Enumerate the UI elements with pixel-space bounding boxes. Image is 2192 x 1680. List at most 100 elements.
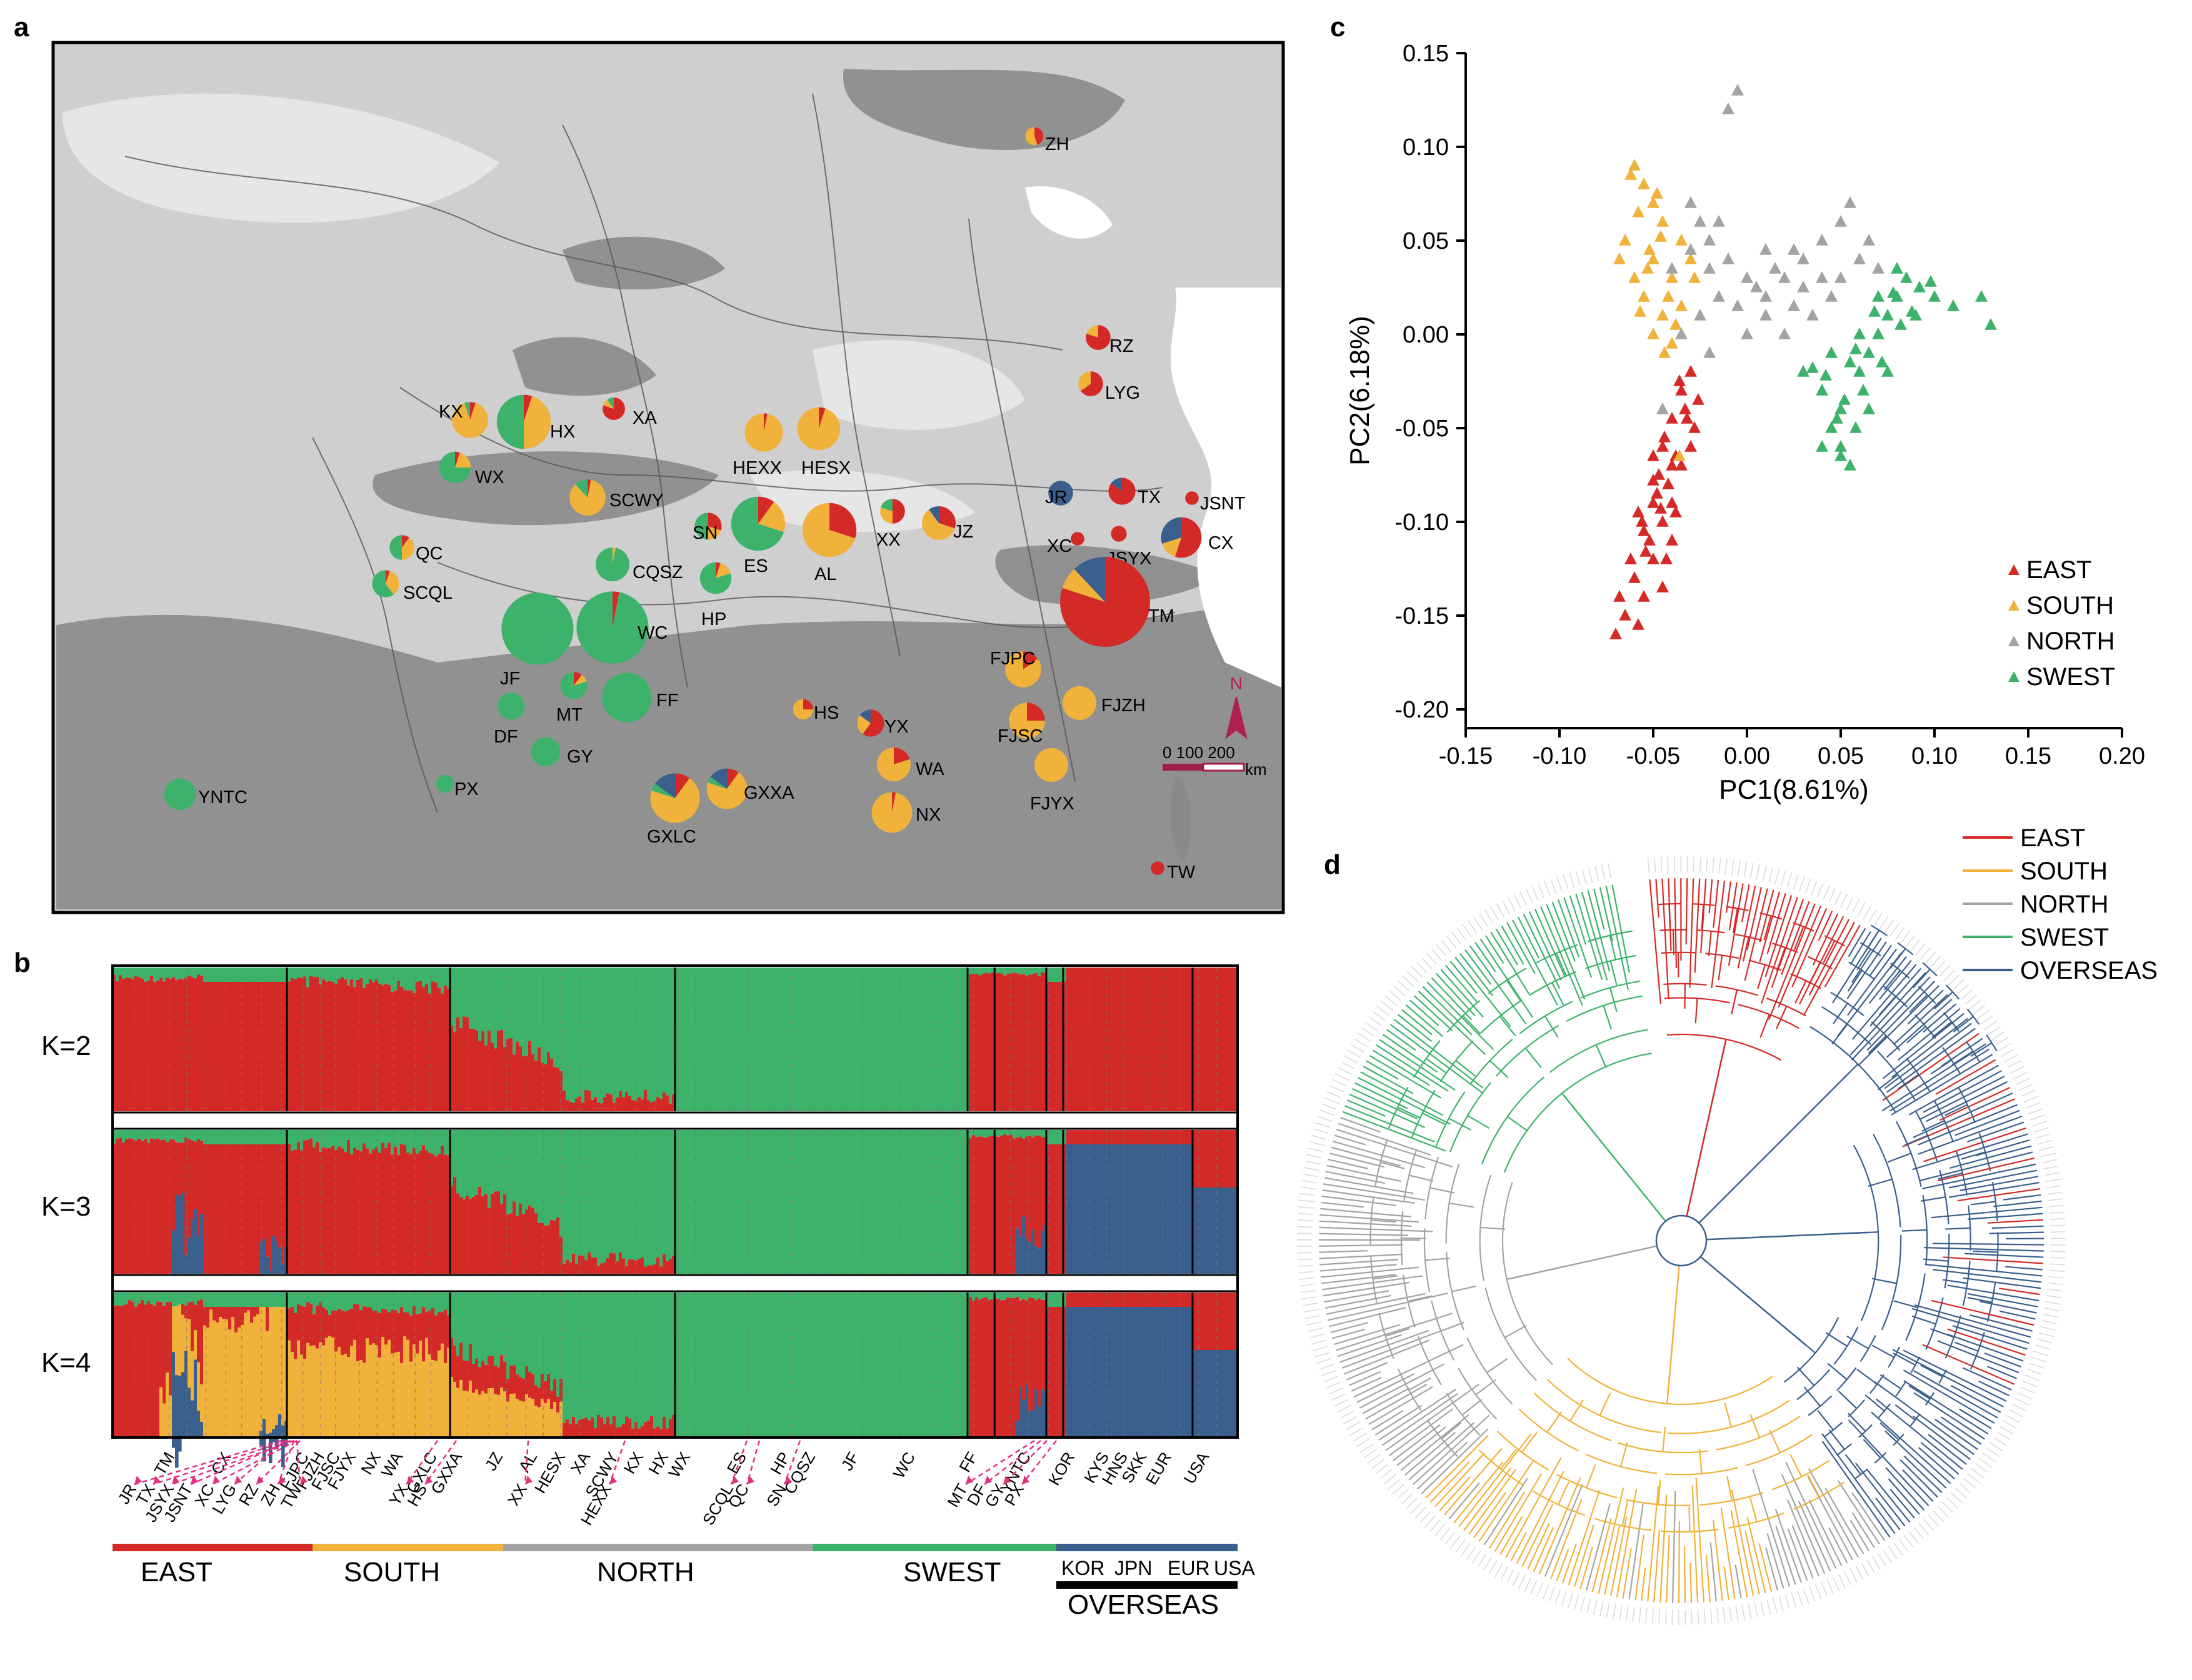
structure-bar-segment [650,1130,654,1266]
structure-bar-segment [294,1359,298,1436]
structure-bar-segment [494,1191,498,1274]
structure-bar-segment [1103,1144,1107,1274]
tree-leaf-branch [1849,1519,1870,1551]
structure-bar-segment [681,968,685,1111]
structure-bar-segment [506,1039,510,1111]
structure-bar-segment [159,1301,163,1388]
structure-bar-segment [263,1307,266,1419]
pca-point [1853,365,1866,377]
tree-legend-label: EAST [2020,824,2085,852]
structure-bar-segment [344,1292,348,1312]
structure-bar-segment [316,1142,319,1274]
pointer-arrowhead [784,1476,792,1484]
structure-pop-label: FF [955,1449,981,1476]
tree-tip-label [1434,1523,1446,1536]
structure-bar-segment [191,1130,194,1141]
structure-bar-segment [378,1292,382,1313]
tree-leaf-branch [1557,899,1580,958]
structure-bar-segment [816,968,819,1111]
tree-tip-label [2003,1420,2017,1429]
structure-bar-segment [459,1028,463,1111]
pointer-arrow [296,1440,301,1485]
structure-bar-segment [141,1299,144,1436]
pca-point [1669,318,1682,330]
tree-internal-branch [1893,1352,1916,1366]
structure-bar-segment [516,1041,519,1111]
map-pie-wa: WA [877,748,944,781]
tree-tip-label [1526,889,1533,904]
tree-internal-branch [1428,1349,1452,1362]
tree-tip-label [1606,1602,1610,1618]
structure-bar-segment [281,1292,285,1307]
structure-bar-segment [494,1292,498,1366]
tree-internal-branch [1708,931,1712,956]
structure-bar-segment [1022,968,1026,974]
structure-bar-segment [1028,968,1032,975]
structure-bar-segment [113,1144,116,1274]
structure-bar-segment [969,1138,973,1274]
tree-internal-arc [1888,1346,1901,1368]
structure-bar-segment [969,974,973,1111]
structure-bar-segment [850,1130,854,1274]
structure-bar-segment [1075,1130,1079,1144]
structure-bar-segment [456,968,460,1018]
map-site-label: JR [1045,488,1067,508]
structure-bar-segment [197,1130,201,1139]
structure-bar-segment [972,1301,976,1436]
tree-internal-arc [1854,1469,1868,1480]
structure-bar-segment [1053,1292,1057,1307]
tree-tip-label [1340,1410,1354,1419]
structure-bar-segment [1019,974,1023,1111]
structure-bar-segment [900,968,904,1111]
structure-bar-segment [541,1062,544,1111]
structure-bar-segment [678,1292,682,1436]
structure-bar-segment [425,1292,429,1312]
tree-tip-label [1773,1598,1778,1613]
pie-slice [857,715,871,734]
structure-bar-segment [934,968,938,1111]
tree-internal-branch [1521,1431,1538,1453]
tree-tip-label [1548,1587,1555,1602]
structure-bar-segment [909,1130,913,1274]
structure-bar-segment [294,968,298,980]
tree-tip-label [1804,878,1811,894]
tree-leaf-branch [1397,1014,1433,1042]
structure-bar-segment [659,1292,663,1429]
map-site-label: TW [1167,862,1196,882]
structure-bar-segment [638,1292,641,1429]
structure-bar-segment [1222,1130,1226,1188]
structure-bar-segment [194,1330,198,1360]
structure-bar-segment [544,1381,548,1404]
structure-bar-segment [866,968,869,1111]
tree-leaf-branch [1340,1117,1381,1133]
tree-internal-branch [1763,916,1772,941]
structure-bar-segment [422,968,426,988]
structure-bar-segment [300,1292,304,1306]
structure-bar-segment [800,1292,804,1436]
structure-bar-segment [606,1093,610,1111]
tree-leaf-branch [1778,906,1822,1008]
structure-bar-segment [519,968,523,1047]
structure-bar-segment [1200,1350,1204,1436]
structure-bar-segment [1106,1144,1110,1274]
structure-bar-segment [700,1130,704,1274]
map-pie-df: DF [494,692,525,747]
tree-tip-label [1346,1421,1361,1431]
tree-internal-branch [1749,1414,1761,1438]
structure-bar-segment [888,1292,891,1436]
structure-bar-segment [297,1292,301,1304]
structure-bar-segment [866,1130,869,1274]
structure-bar-segment [431,968,435,982]
structure-bar-segment [153,981,157,1111]
structure-bar-segment [1000,1135,1004,1274]
map-pie-jz: JZ [921,506,973,542]
tree-internal-branch [1480,1226,1506,1230]
structure-bar-segment [253,968,257,982]
structure-bar-segment [928,968,932,1111]
structure-bar-segment [534,1213,538,1274]
tree-leaf-branch [1922,1163,2036,1190]
pca-point [1639,545,1652,557]
structure-bar-segment [481,968,485,1032]
tree-tip-label [1368,1016,1382,1026]
